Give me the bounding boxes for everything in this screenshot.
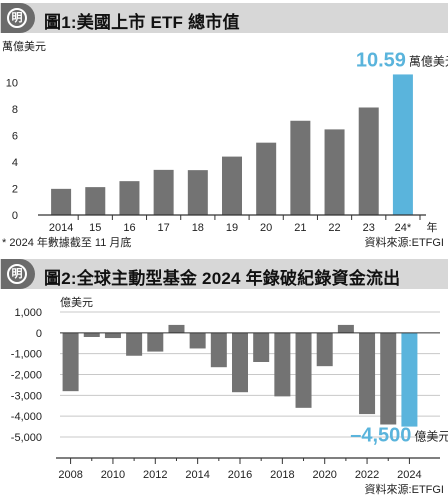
ming-logo-icon: 明	[7, 8, 27, 28]
chart1-callout-unit: 萬億美元	[409, 54, 448, 68]
chart2-ytick-label: -2,000	[11, 370, 42, 382]
chart2-bar	[253, 332, 270, 362]
chart2-bar	[337, 324, 354, 333]
chart2-xtick-label: 2010	[101, 469, 125, 481]
chart1-bar	[119, 181, 140, 215]
chart2-bar-highlight	[401, 332, 418, 427]
chart2-bar	[316, 332, 333, 367]
chart1-xtick-label: 18	[192, 222, 204, 234]
chart2-source: 資料來源:ETFGI	[365, 482, 444, 496]
chart2-bar	[295, 332, 312, 408]
chart2-xtick-label: 2020	[312, 469, 336, 481]
chart2-bar	[359, 332, 376, 415]
ming-logo-icon: 明	[7, 264, 27, 284]
chart2-svg: 億美元 1,000 0 -1,000 -2,000 -3,000 -4,000 -5,000 2…	[11, 296, 448, 496]
chart1-svg: 萬億美元 0 2 4 6 8 10 2014 15 16 17 18 19 20 21 22 23 24* 年 10.…	[2, 40, 448, 249]
chart2-xtick-label: 2008	[58, 469, 82, 481]
chart1-x-unit: 年	[427, 220, 438, 234]
chart2-bar	[83, 332, 100, 337]
chart1-xtick-label: 16	[123, 222, 135, 234]
chart2-bar	[189, 332, 206, 349]
chart1-bar	[256, 142, 277, 215]
chart1-data-label: 10.59	[356, 49, 406, 71]
chart1-xtick-label: 22	[328, 222, 340, 234]
chart2-bar	[210, 332, 227, 368]
chart1-panel: 明 圖1:美國上市 ETF 總市值 萬億美元 0 2 4 6 8 10 2014 15 16 17 1…	[0, 0, 448, 249]
chart1-xtick-label: 15	[89, 222, 101, 234]
chart1-bar	[153, 169, 174, 215]
chart2-badge: 明	[1, 259, 35, 289]
chart1-xtick-label: 24*	[395, 222, 412, 234]
chart2-xtick-label: 2024	[397, 469, 421, 481]
chart1-unit-label: 萬億美元	[2, 40, 46, 53]
chart2-ytick-label: -4,000	[11, 411, 42, 423]
chart2-data-label: –4,500	[350, 425, 411, 447]
chart1-bar	[187, 170, 208, 215]
chart2-panel: 明 圖2:全球主動型基金 2024 年錄破紀錄資金流出 億美元 1,000 0 -1,…	[0, 256, 448, 497]
chart1-ytick-label: 0	[12, 210, 18, 222]
chart2-bar	[104, 332, 121, 339]
chart2-bar	[232, 332, 248, 393]
chart1-xtick-label: 20	[260, 222, 272, 234]
chart1-bar	[290, 120, 311, 215]
chart2-bar	[147, 332, 164, 352]
chart2-title-band	[0, 259, 448, 289]
chart2-title: 圖2:全球主動型基金 2024 年錄破紀錄資金流出	[44, 269, 401, 288]
chart2-ytick-label: 1,000	[14, 307, 42, 319]
chart1-xtick-label: 19	[226, 222, 238, 234]
chart2-title-bar: 明 圖2:全球主動型基金 2024 年錄破紀錄資金流出	[0, 256, 448, 290]
chart2-xtick-label: 2022	[355, 469, 379, 481]
chart1-xtick-label: 21	[294, 222, 306, 234]
chart1-xtick-label: 17	[158, 222, 170, 234]
chart2-xtick-label: 2018	[270, 469, 294, 481]
chart1-ytick-label: 10	[6, 77, 18, 89]
chart1-title: 圖1:美國上市 ETF 總市值	[44, 13, 240, 32]
chart1-bar	[358, 107, 379, 215]
chart2-bar	[274, 332, 291, 397]
chart1-badge: 明	[1, 3, 35, 33]
chart1-source: 資料來源:ETFGI	[365, 235, 444, 249]
chart1-footnote: * 2024 年數據截至 11 月底	[2, 235, 131, 249]
chart2-ytick-label: 0	[36, 328, 42, 340]
chart2-callout-unit: 億美元	[414, 430, 448, 444]
chart1-xtick-label: 2014	[49, 222, 73, 234]
chart1-ytick-label: 2	[12, 183, 18, 195]
chart1-bar	[324, 129, 345, 215]
chart1-bar	[85, 187, 106, 215]
chart1-ytick-label: 4	[12, 157, 18, 169]
chart1-bar	[51, 188, 72, 215]
chart2-ytick-label: -3,000	[11, 390, 42, 402]
chart2-bar	[126, 332, 143, 356]
chart1-bar	[222, 156, 242, 215]
chart1-ytick-label: 6	[12, 130, 18, 142]
chart1-title-band	[0, 3, 448, 33]
chart2-bar	[168, 324, 185, 333]
chart1-bar-highlight	[392, 74, 413, 215]
chart2-bar	[380, 332, 397, 425]
chart2-ytick-label: -1,000	[11, 349, 42, 361]
chart2-unit-label: 億美元	[60, 296, 93, 309]
chart2-bar	[62, 332, 79, 392]
chart2-xtick-label: 2014	[185, 469, 209, 481]
chart1-ytick-label: 8	[12, 104, 18, 116]
chart2-xtick-label: 2012	[143, 469, 167, 481]
chart2-ytick-label: -5,000	[11, 432, 42, 444]
chart1-title-bar: 明 圖1:美國上市 ETF 總市值	[0, 0, 448, 34]
chart1-xtick-label: 23	[363, 222, 375, 234]
chart2-xtick-label: 2016	[228, 469, 252, 481]
